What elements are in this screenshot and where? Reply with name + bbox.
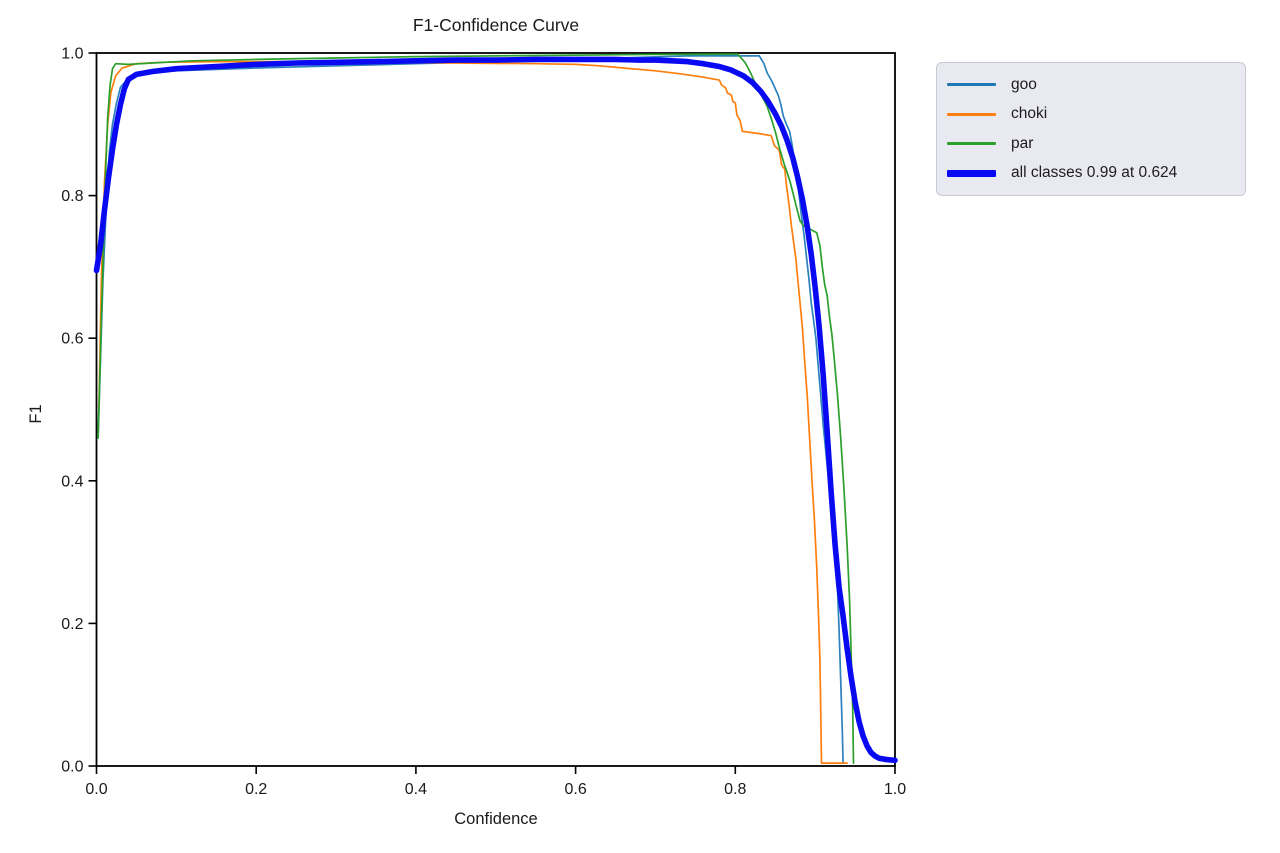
legend-item: all classes 0.99 at 0.624 xyxy=(947,159,1233,189)
axes-layer: 0.0 0.2 0.4 0.6 0.8 1.0 0.0 0.2 0.4 0.6 0.8 1.0 xyxy=(61,46,906,799)
x-tick-label: 0.0 xyxy=(85,781,107,798)
y-tick-label: 1.0 xyxy=(61,46,83,63)
curve-choki xyxy=(98,60,848,764)
legend-box: goo choki par all classes 0.99 at 0.624 xyxy=(936,62,1246,196)
y-tick-label: 0.0 xyxy=(61,759,83,776)
y-tick-label: 0.6 xyxy=(61,331,83,348)
series-layer xyxy=(93,53,898,764)
legend-line-sample xyxy=(947,170,996,177)
legend-item: par xyxy=(947,129,1233,159)
legend-line-sample xyxy=(947,142,996,146)
legend-label: par xyxy=(1011,134,1034,152)
legend-label: all classes 0.99 at 0.624 xyxy=(1011,164,1178,182)
plot-border xyxy=(95,52,896,767)
y-tick-label: 0.2 xyxy=(61,616,83,633)
curve-all-classes xyxy=(93,56,898,764)
y-axis-label: F1 xyxy=(27,404,45,423)
x-tick-label: 0.4 xyxy=(405,781,427,798)
legend-line-sample xyxy=(947,83,996,87)
legend-item: choki xyxy=(947,100,1233,130)
curve-par xyxy=(97,53,855,764)
x-axis-label: Confidence xyxy=(454,810,537,828)
legend-label: goo xyxy=(1011,75,1037,93)
legend-label: choki xyxy=(1011,105,1048,123)
y-tick-label: 0.8 xyxy=(61,188,83,205)
x-tick-label: 0.6 xyxy=(564,781,586,798)
x-tick-label: 0.2 xyxy=(245,781,267,798)
curve-goo xyxy=(97,55,844,764)
legend-line-sample xyxy=(947,112,996,116)
y-tick-label: 0.4 xyxy=(61,473,83,490)
x-tick-label: 1.0 xyxy=(884,781,906,798)
legend-item: goo xyxy=(947,70,1233,100)
x-tick-label: 0.8 xyxy=(724,781,746,798)
chart-title: F1-Confidence Curve xyxy=(413,15,579,35)
